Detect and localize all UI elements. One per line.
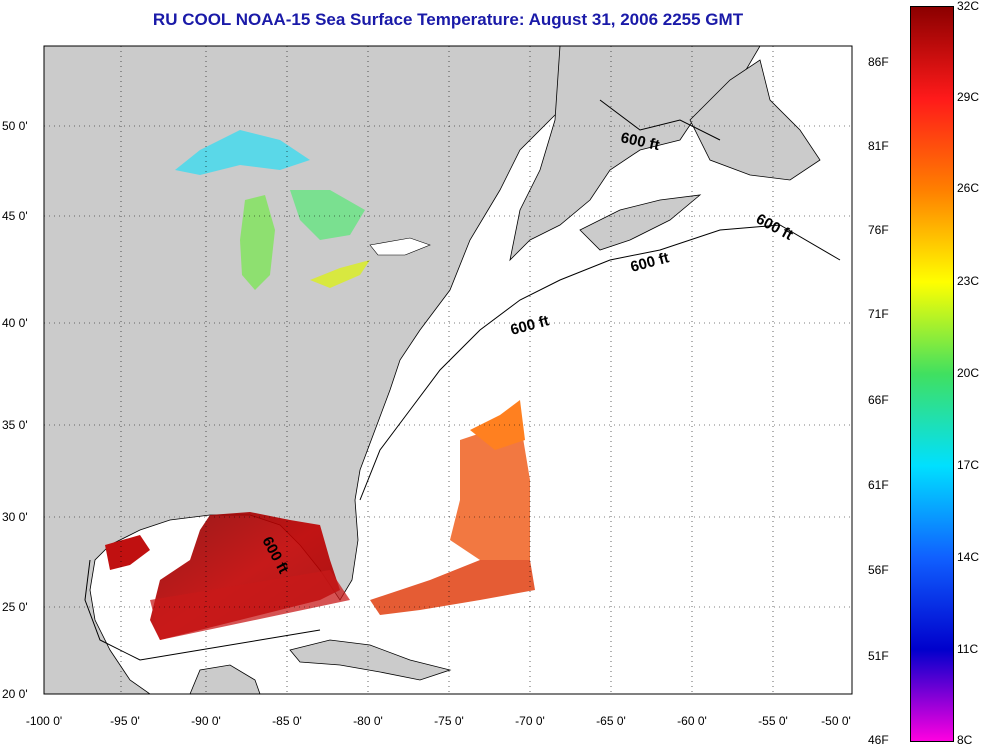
y-tick-4: 35 0' xyxy=(2,418,28,432)
y-tick-6: 25 0' xyxy=(2,600,28,614)
contour-600ft-gulf xyxy=(84,559,321,661)
colorbar-c-6: 17C xyxy=(957,458,980,472)
y-tick-1: 50 0' xyxy=(2,119,28,133)
x-tick-4: -85 0' xyxy=(272,714,302,728)
lake-erie xyxy=(310,260,370,288)
contour-600ft-north xyxy=(599,99,721,141)
sst-gulf-west xyxy=(105,535,150,570)
land-newfoundland xyxy=(689,59,821,181)
x-tick-3: -90 0' xyxy=(191,714,221,728)
colorbar-c-3: 26C xyxy=(957,181,980,195)
lake-ontario xyxy=(369,237,431,256)
colorbar-f-4: 71F xyxy=(868,307,889,321)
x-tick-6: -75 0' xyxy=(434,714,464,728)
colorbar-c-2: 29C xyxy=(957,90,980,104)
colorbar-c-4: 23C xyxy=(957,274,980,288)
colorbar-c-1: 32C xyxy=(957,0,980,13)
x-tick-2: -95 0' xyxy=(110,714,140,728)
contour-600ft-east xyxy=(359,224,841,501)
x-tick-8: -65 0' xyxy=(596,714,626,728)
colorbar-f-2: 81F xyxy=(868,139,889,153)
y-tick-2: 45 0' xyxy=(2,209,28,223)
colorbar-f-8: 51F xyxy=(868,649,889,663)
colorbar-f-5: 66F xyxy=(868,393,889,407)
colorbar-c-7: 14C xyxy=(957,550,980,564)
land-nova-scotia xyxy=(579,194,702,251)
x-tick-11: -50 0' xyxy=(821,714,851,728)
colorbar-f-7: 56F xyxy=(868,563,889,577)
colorbar-c-5: 20C xyxy=(957,366,980,380)
y-tick-5: 30 0' xyxy=(2,510,28,524)
land-yucatan xyxy=(189,664,261,694)
lake-superior xyxy=(175,130,310,175)
lake-huron xyxy=(290,190,365,240)
sst-atlantic-south xyxy=(370,560,535,615)
colorbar-f-3: 76F xyxy=(868,223,889,237)
y-tick-7: 20 0' xyxy=(2,687,28,701)
graticule xyxy=(44,46,852,694)
colorbar-f-9: 46F xyxy=(868,733,889,747)
colorbar-c-9: 8C xyxy=(957,733,973,747)
colorbar-c-8: 11C xyxy=(957,642,979,656)
x-tick-7: -70 0' xyxy=(515,714,545,728)
y-tick-3: 40 0' xyxy=(2,316,28,330)
x-tick-1: -100 0' xyxy=(25,714,63,728)
sst-gulf-band xyxy=(150,570,350,640)
x-tick-9: -60 0' xyxy=(677,714,707,728)
colorbar-f-6: 61F xyxy=(868,478,889,492)
sst-atlantic-top xyxy=(470,400,525,450)
x-tick-10: -55 0' xyxy=(758,714,788,728)
x-tick-5: -80 0' xyxy=(353,714,383,728)
lake-michigan xyxy=(240,195,275,290)
sst-atlantic-mid xyxy=(450,420,530,560)
colorbar-f-1: 86F xyxy=(868,55,889,69)
temperature-colorbar xyxy=(910,6,954,742)
map-title: RU COOL NOAA-15 Sea Surface Temperature:… xyxy=(152,10,744,29)
land-cuba xyxy=(289,639,452,681)
